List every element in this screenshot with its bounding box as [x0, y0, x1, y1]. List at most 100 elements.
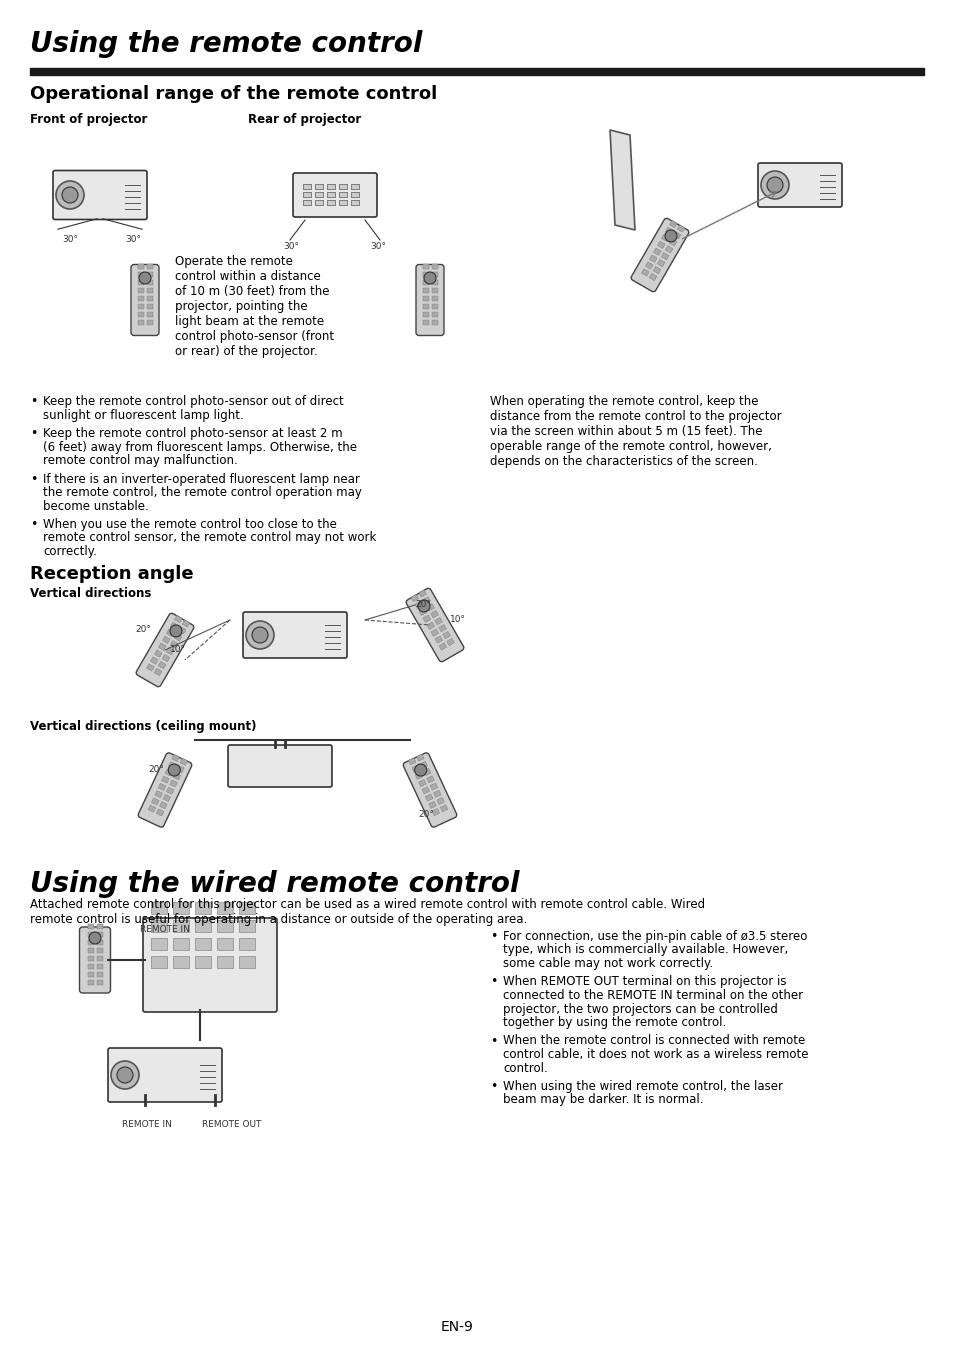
Circle shape	[139, 271, 151, 284]
Bar	[418, 590, 426, 597]
Circle shape	[246, 621, 274, 649]
Bar	[88, 948, 94, 953]
Bar	[645, 262, 653, 269]
Bar	[163, 794, 171, 802]
Bar	[421, 787, 429, 794]
Bar	[162, 655, 170, 662]
Text: (6 feet) away from fluorescent lamps. Otherwise, the: (6 feet) away from fluorescent lamps. Ot…	[43, 440, 356, 454]
Bar	[418, 779, 426, 787]
FancyBboxPatch shape	[758, 163, 841, 207]
Text: connected to the REMOTE IN terminal on the other: connected to the REMOTE IN terminal on t…	[502, 990, 802, 1002]
Circle shape	[766, 177, 782, 193]
Text: Using the remote control: Using the remote control	[30, 30, 422, 58]
Bar	[97, 940, 103, 945]
Text: REMOTE IN: REMOTE IN	[140, 925, 190, 934]
Bar	[422, 312, 429, 317]
Polygon shape	[609, 130, 635, 230]
Bar	[146, 664, 154, 671]
Bar	[154, 668, 162, 675]
Bar	[88, 972, 94, 977]
Bar	[216, 956, 233, 968]
FancyBboxPatch shape	[416, 265, 443, 336]
Bar	[432, 271, 437, 277]
Bar	[151, 902, 167, 914]
Bar	[314, 192, 323, 197]
Bar	[147, 312, 152, 317]
FancyBboxPatch shape	[143, 918, 276, 1012]
Bar	[422, 296, 429, 301]
Bar	[422, 288, 429, 293]
Text: Operate the remote
control within a distance
of 10 m (30 feet) from the
projecto: Operate the remote control within a dist…	[174, 255, 334, 358]
Circle shape	[417, 599, 430, 612]
Bar	[151, 938, 167, 950]
FancyBboxPatch shape	[293, 173, 376, 217]
Bar	[303, 184, 311, 189]
Text: remote control may malfunction.: remote control may malfunction.	[43, 454, 237, 467]
Bar	[151, 657, 158, 664]
Bar	[426, 603, 434, 612]
Text: type, which is commercially available. However,: type, which is commercially available. H…	[502, 944, 787, 957]
Text: •: •	[490, 930, 497, 944]
Bar	[171, 622, 178, 629]
Text: correctly.: correctly.	[43, 545, 97, 558]
Bar	[97, 980, 103, 986]
Circle shape	[89, 931, 101, 944]
Bar	[431, 629, 438, 636]
Bar	[649, 255, 657, 262]
Bar	[432, 809, 439, 815]
Bar	[154, 791, 162, 798]
Bar	[338, 192, 347, 197]
Bar	[194, 902, 211, 914]
Bar	[422, 304, 429, 309]
Bar	[180, 759, 188, 765]
Bar	[88, 964, 94, 969]
Bar	[427, 622, 435, 629]
FancyBboxPatch shape	[403, 753, 456, 828]
Bar	[416, 755, 424, 761]
Bar	[158, 643, 166, 651]
Bar	[239, 919, 254, 931]
Bar	[338, 184, 347, 189]
FancyBboxPatch shape	[228, 745, 332, 787]
Bar	[88, 980, 94, 986]
Bar	[148, 805, 155, 813]
FancyBboxPatch shape	[243, 612, 347, 657]
Text: control cable, it does not work as a wireless remote: control cable, it does not work as a wir…	[502, 1048, 807, 1061]
Text: When operating the remote control, keep the
distance from the remote control to : When operating the remote control, keep …	[490, 396, 781, 468]
Circle shape	[56, 181, 84, 209]
Bar	[669, 239, 677, 246]
Bar	[422, 616, 430, 622]
Bar	[327, 184, 335, 189]
Bar	[239, 938, 254, 950]
Text: •: •	[30, 472, 37, 486]
Bar	[147, 320, 152, 325]
Bar	[172, 902, 189, 914]
Bar	[97, 923, 103, 929]
Circle shape	[423, 271, 436, 284]
Circle shape	[111, 1061, 139, 1089]
FancyBboxPatch shape	[131, 265, 159, 336]
Bar	[138, 296, 144, 301]
Bar	[432, 279, 437, 285]
Bar	[147, 288, 152, 293]
Text: some cable may not work correctly.: some cable may not work correctly.	[502, 957, 713, 971]
Text: 20°: 20°	[135, 625, 151, 634]
Bar	[166, 648, 173, 655]
Bar	[97, 948, 103, 953]
Bar	[430, 783, 437, 790]
Bar	[194, 919, 211, 931]
Text: For connection, use the pin-pin cable of ø3.5 stereo: For connection, use the pin-pin cable of…	[502, 930, 806, 944]
FancyBboxPatch shape	[79, 927, 111, 994]
Bar	[97, 956, 103, 961]
Bar	[152, 798, 159, 805]
Bar	[174, 616, 182, 622]
Bar	[432, 304, 437, 309]
Bar	[161, 776, 169, 783]
Text: •: •	[30, 427, 37, 440]
Bar	[166, 787, 173, 794]
Bar	[327, 192, 335, 197]
Bar	[657, 259, 664, 267]
Bar	[433, 790, 440, 798]
Text: •: •	[30, 518, 37, 531]
Bar	[88, 940, 94, 945]
